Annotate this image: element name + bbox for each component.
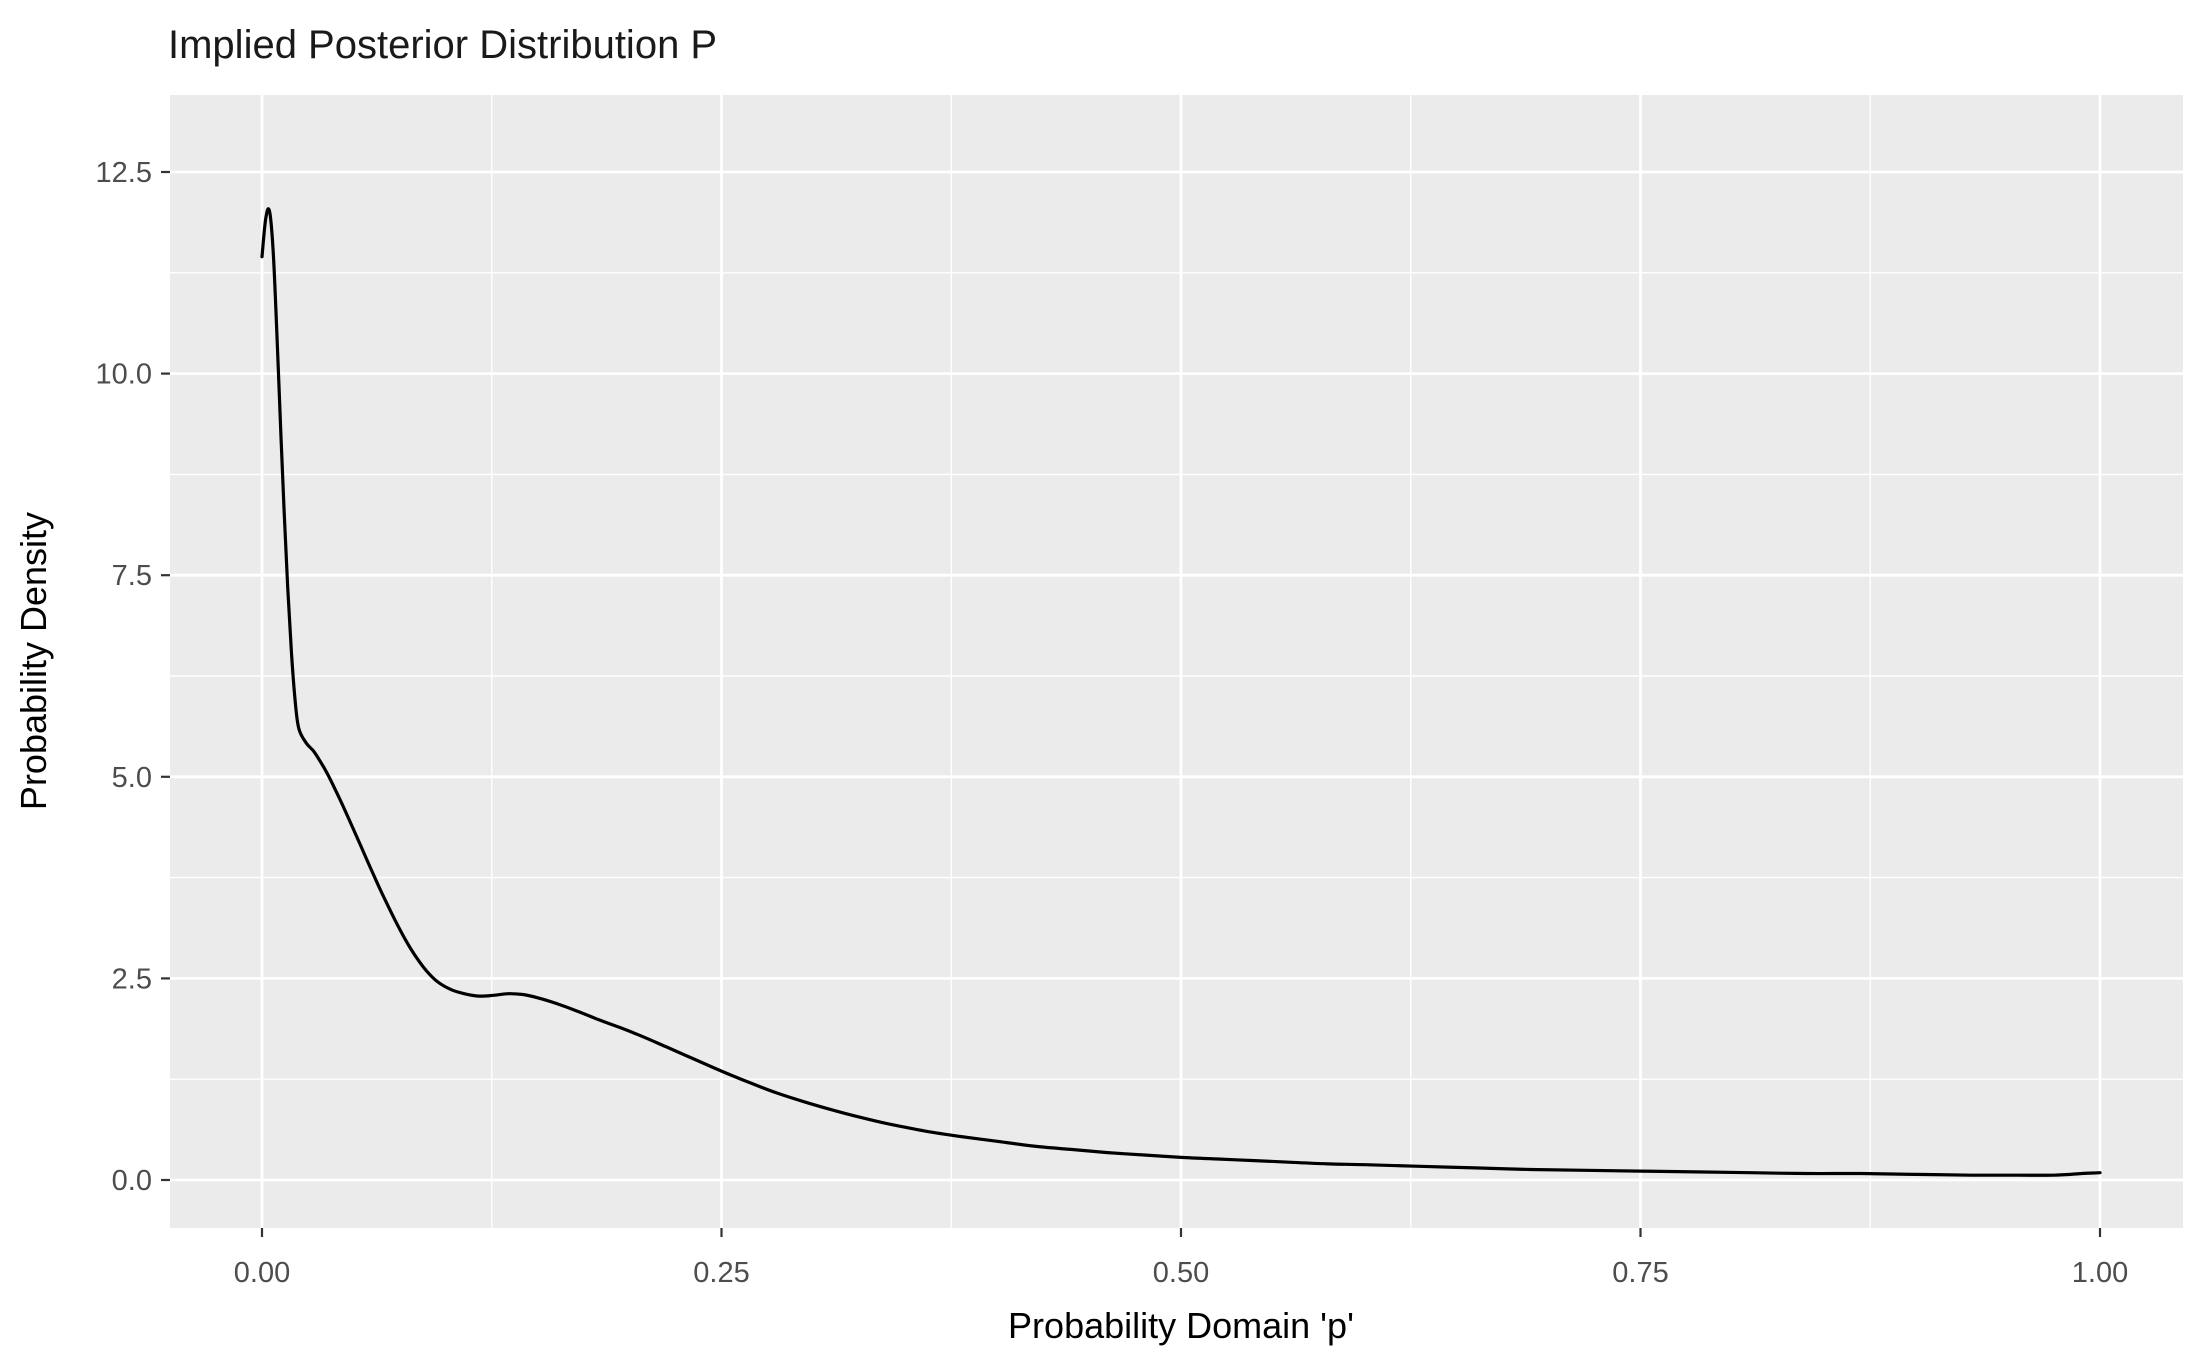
x-tick-label: 1.00 xyxy=(2072,1257,2128,1289)
y-tick-label: 2.5 xyxy=(112,963,152,995)
x-tick-label: 0.75 xyxy=(1612,1257,1668,1289)
y-tick-label: 0.0 xyxy=(112,1165,152,1197)
y-tick-label: 12.5 xyxy=(96,157,152,189)
density-curve xyxy=(260,207,2102,1177)
plot-panel xyxy=(170,95,2183,1228)
plot-panel-layer: 0.00 0.25 0.50 0.75 1.00 0.0 2.5 5.0 7.5 10.0 12.5 xyxy=(96,95,2183,1289)
x-tick-label: 0.00 xyxy=(234,1257,290,1289)
y-tick-label: 7.5 xyxy=(112,560,152,592)
x-axis-title: Probability Domain 'p' xyxy=(1008,1305,1354,1346)
chart-title: Implied Posterior Distribution P xyxy=(168,23,717,67)
y-tick-label: 5.0 xyxy=(112,762,152,794)
x-tick-label: 0.25 xyxy=(693,1257,749,1289)
x-tick-label: 0.50 xyxy=(1153,1257,1209,1289)
y-tick-label: 10.0 xyxy=(96,359,152,391)
y-axis-title: Probability Density xyxy=(13,512,54,810)
